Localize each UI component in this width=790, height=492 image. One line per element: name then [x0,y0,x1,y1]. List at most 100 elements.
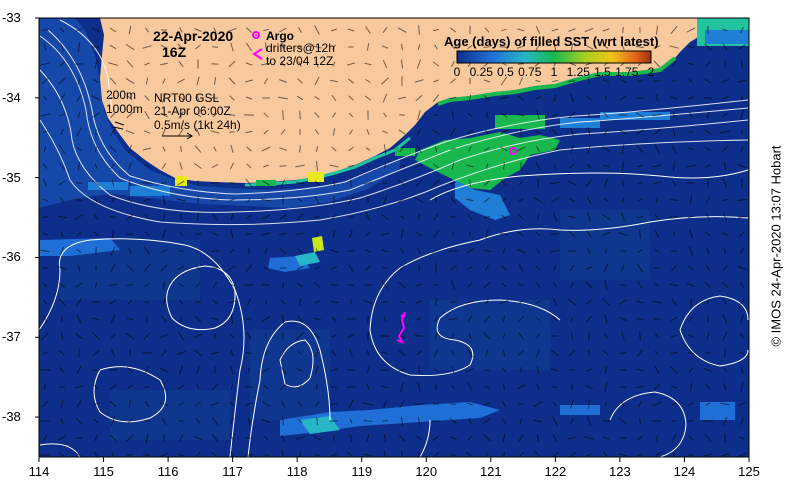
current-arrow [416,317,422,321]
current-arrow [383,316,387,322]
current-arrow [381,385,389,389]
y-tick-label: -33 [2,10,21,25]
current-arrow [466,164,474,168]
current-arrow [40,249,50,253]
current-arrow [417,247,421,255]
x-tick-label: 122 [544,464,567,479]
current-arrow [281,450,285,457]
current-arrow [517,95,525,101]
current-arrow [483,215,491,219]
current-arrow [568,28,576,32]
current-arrow [315,348,319,358]
current-arrow [145,400,149,408]
current-arrow [210,130,220,134]
current-arrow [42,299,48,305]
current-arrow [330,402,338,406]
current-arrow [196,384,200,390]
current-arrow [483,332,491,340]
x-tick-label: 119 [351,464,373,479]
current-arrow [435,383,437,391]
current-arrow [570,127,574,137]
current-arrow [687,402,695,406]
current-arrow [126,264,134,272]
current-arrow [145,27,149,33]
current-arrow [567,436,577,440]
current-arrow [381,214,389,220]
current-arrow [193,435,203,441]
current-arrow [162,298,166,306]
current-arrow [449,436,457,440]
current-arrow [316,161,318,171]
current-arrow [42,314,48,324]
current-arrow [415,300,423,304]
current-arrow [246,27,252,33]
current-arrow [399,300,405,304]
current-arrow [366,43,370,51]
current-arrow [451,333,455,339]
current-arrow [500,146,508,152]
axis-ticks [35,17,750,462]
current-arrow [722,145,728,153]
current-arrow [398,164,406,168]
current-arrow [568,215,576,219]
current-arrow [279,214,287,220]
current-arrow [75,282,83,288]
current-arrow [43,43,47,51]
current-arrow [485,349,489,357]
current-arrow [450,78,456,84]
current-arrow [126,434,134,442]
current-arrows [40,25,747,457]
current-arrow [159,401,169,407]
current-arrow [603,263,609,273]
current-arrow [486,163,488,169]
current-arrow [160,112,168,118]
current-arrow [264,42,268,52]
current-arrow [125,129,135,135]
current-arrow [59,350,65,356]
current-arrow [331,214,337,220]
current-arrow [162,281,166,289]
current-arrow [720,281,730,289]
current-arrow [314,112,320,118]
current-arrow [687,62,695,66]
current-arrow [570,282,574,288]
current-arrow [315,401,319,407]
current-arrow [518,214,524,220]
current-arrow [296,368,304,372]
current-arrow [75,437,83,439]
current-arrow [399,434,405,442]
current-arrow [604,314,608,324]
current-arrow [313,333,321,339]
current-arrow [281,434,285,442]
current-arrow [59,27,65,33]
current-arrow [295,233,305,235]
current-arrow [672,180,676,186]
current-arrow [399,114,405,116]
current-arrow [722,314,728,324]
current-arrow [720,78,730,84]
current-arrow [94,435,98,441]
current-arrow [280,61,286,67]
current-arrow [449,127,457,137]
current-arrow [603,198,609,202]
current-arrow [652,420,662,422]
current-arrow [722,331,728,341]
current-arrow [602,28,610,32]
current-arrow [688,434,694,442]
current-arrow [382,420,388,422]
current-arrow [450,148,456,150]
current-arrow [621,331,625,341]
current-arrow [212,232,218,236]
current-arrow [296,266,304,270]
current-arrow [159,333,169,339]
colorbar-tick-label: 1 [550,65,558,79]
current-arrow [42,232,48,236]
current-arrow [687,45,695,49]
current-arrow [705,164,711,168]
current-arrow [261,284,271,286]
current-arrow [282,314,284,324]
current-arrow [366,366,370,374]
current-arrow [128,162,132,170]
current-arrow [722,416,728,426]
current-arrow [314,129,320,135]
